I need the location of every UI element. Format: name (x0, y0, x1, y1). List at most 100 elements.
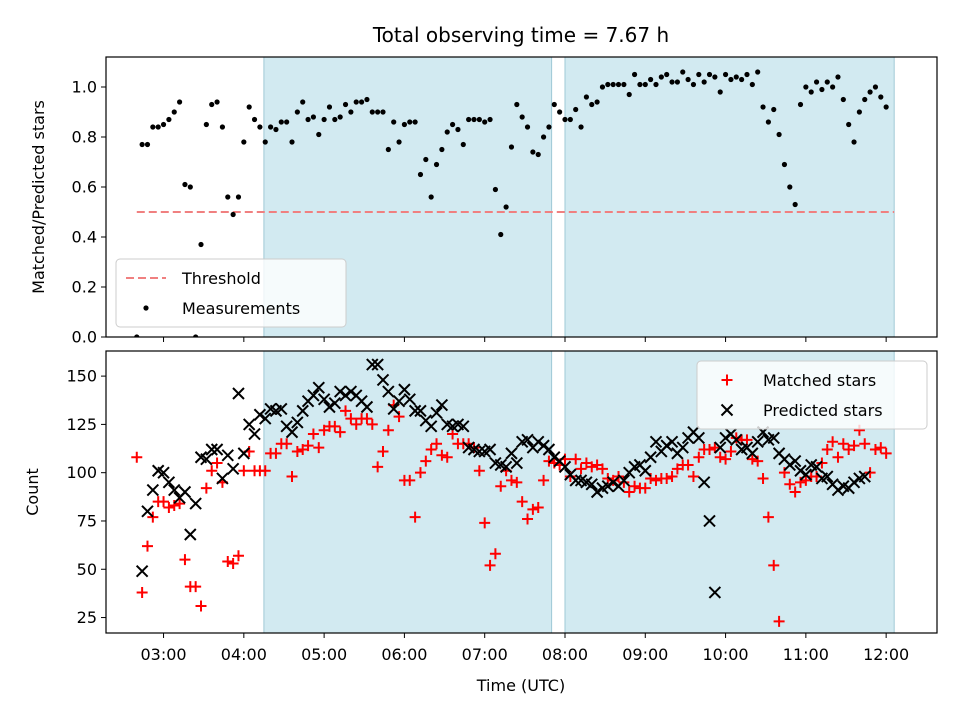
measurements-point (540, 134, 547, 140)
y-tick-label: 0.0 (72, 328, 97, 347)
matched-stars-point (613, 471, 625, 483)
legend-box (696, 360, 928, 430)
measurements-point (701, 79, 707, 85)
matched-stars-point (543, 455, 555, 467)
measurements-point (760, 104, 766, 110)
measurements-point (289, 139, 295, 145)
predicted-stars-point (810, 460, 823, 474)
matched-stars-point (420, 455, 432, 467)
measurements-point (781, 161, 788, 168)
measurements-point (369, 109, 375, 115)
predicted-stars-point (644, 451, 657, 464)
measurements-point (867, 89, 873, 95)
x-tick-label: 06:00 (381, 645, 427, 664)
matched-stars-point (489, 548, 501, 560)
measurements-point (487, 116, 493, 123)
predicted-stars-point (767, 431, 780, 445)
matched-stars-point (211, 457, 223, 469)
measurements-point (771, 106, 777, 113)
measurements-point (830, 84, 836, 90)
measurements-point (637, 81, 643, 88)
predicted-stars-point (237, 447, 251, 460)
matched-stars-point (190, 581, 202, 593)
predicted-stars-point (382, 385, 395, 398)
predicted-stars-point (392, 395, 406, 408)
measurements-point (294, 109, 300, 115)
predicted-stars-point (649, 435, 663, 448)
measurements-point (433, 161, 440, 168)
predicted-stars-point (387, 402, 400, 416)
predicted-stars-point (542, 443, 556, 456)
matched-stars-point (259, 465, 271, 477)
matched-stars-point (281, 438, 293, 450)
predicted-stars-point (162, 476, 176, 489)
predicted-stars-point (590, 485, 604, 499)
predicted-stars-point (205, 443, 218, 456)
measurements-point (476, 116, 482, 123)
predicted-stars-point (831, 483, 845, 497)
matched-stars-point (570, 453, 582, 465)
predicted-stars-point (510, 456, 524, 470)
predicted-stars-point (253, 408, 267, 421)
predicted-stars-point (403, 393, 416, 406)
measurements-point (364, 96, 370, 103)
matched-stars-point (334, 426, 346, 438)
predicted-stars-point (328, 396, 342, 410)
predicted-stars-point (537, 439, 550, 452)
predicted-stars-point (275, 402, 288, 416)
matched-stars-point (821, 444, 833, 456)
measurements-point (690, 81, 697, 88)
matched-stars-point (147, 511, 159, 523)
predicted-stars-point (714, 441, 727, 454)
predicted-stars-point (483, 443, 497, 456)
predicted-stars-point (168, 483, 181, 497)
matched-stars-point (136, 586, 148, 598)
predicted-stars-point (296, 404, 309, 418)
measurements-point (787, 184, 793, 190)
measurements-point (674, 79, 680, 85)
legend: Threshold Measurements (115, 258, 347, 328)
measurements-point (519, 114, 525, 120)
matched-stars-point (232, 550, 244, 562)
measurements-point (498, 231, 504, 238)
matched-stars-point (414, 467, 426, 479)
matched-stars-point (206, 465, 218, 477)
predicted-stars-point (323, 400, 336, 414)
predicted-stars-point (847, 476, 861, 489)
matched-stars-point (291, 445, 303, 457)
predicted-stars-point (821, 470, 834, 483)
y-tick-label: 0.8 (72, 128, 97, 147)
measurements-point (631, 71, 638, 78)
predicted-stars-point (730, 433, 743, 447)
x-tick-label: 04:00 (221, 645, 267, 664)
matched-stars-point (431, 438, 443, 450)
predicted-stars-point (259, 412, 272, 425)
measurements-point (551, 101, 557, 108)
measurements-point (546, 124, 552, 130)
axes-frame (105, 56, 938, 338)
predicted-stars-point (697, 476, 711, 489)
predicted-stars-point (585, 478, 598, 491)
predicted-stars-point (226, 462, 240, 476)
measurements-point (610, 81, 616, 88)
legend-label-threshold: Threshold (181, 269, 261, 288)
matched-stars-point (227, 557, 239, 569)
measurements-point (412, 119, 418, 125)
matched-stars-point (409, 511, 421, 523)
measurements-point (530, 149, 536, 155)
predicted-stars-point (783, 458, 797, 472)
measurements-point (669, 79, 675, 85)
matched-stars-point (527, 503, 539, 515)
measurements-point (423, 156, 429, 163)
x-tick-label: 12:00 (863, 645, 909, 664)
measurements-point (744, 71, 750, 78)
measurements-point (262, 139, 268, 145)
measurements-point (182, 181, 188, 188)
matched-stars-point (516, 496, 528, 508)
measurements-point (251, 116, 258, 123)
measurements-point (835, 74, 841, 80)
predicted-stars-point (398, 383, 411, 396)
measurements-point (765, 119, 771, 125)
matched-stars-point (329, 420, 341, 432)
